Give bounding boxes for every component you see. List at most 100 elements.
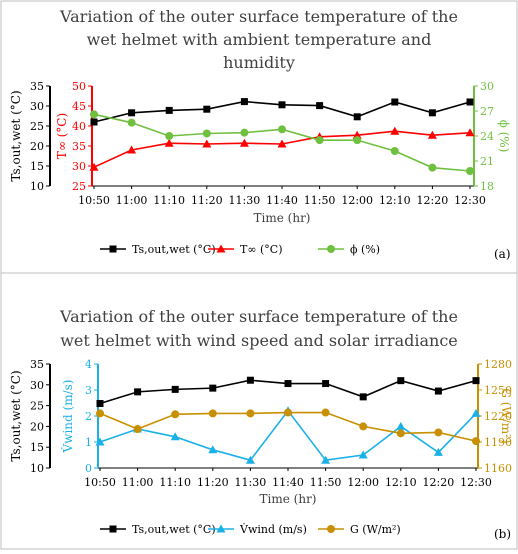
chart0-y-tick-label-0: 30	[30, 100, 44, 113]
chart0-y-tick-label-1: 50	[72, 80, 86, 93]
chart1-series-line-1	[99, 409, 477, 462]
chart0-x-tick-label: 10:50	[78, 194, 110, 207]
chart0-series-1-point	[202, 139, 212, 148]
chart0-x-tick-label: 12:20	[417, 194, 449, 207]
chart1-y-tick-label-1: 2	[85, 410, 92, 423]
chart0-series-2-point	[428, 163, 437, 172]
chart0-series-1-point	[239, 138, 249, 147]
chart1-title-line: Variation of the outer surface temperatu…	[59, 307, 458, 326]
chart1-series-1-point	[95, 437, 105, 446]
chart1-y-tick-label-0: 10	[30, 462, 44, 475]
chart1-series-0-point	[397, 377, 405, 385]
chart1-y-tick-label-2: 1250	[484, 384, 512, 397]
chart0-y-tick-label-1: 30	[72, 160, 86, 173]
chart0-y-tick-label-2: 27	[480, 105, 494, 118]
chart1-x-axis-label: Time (hr)	[260, 492, 317, 506]
chart1-series-2-point	[171, 410, 180, 419]
chart1-x-tick-label: 11:40	[272, 476, 304, 489]
chart0-x-tick-label: 11:40	[266, 194, 298, 207]
chart1-x-tick-label: 12:30	[460, 476, 492, 489]
chart1-series-2-point	[359, 422, 368, 431]
chart0-y-tick-label-0: 10	[30, 180, 44, 193]
chart1-series-1-point	[433, 447, 443, 456]
chart1-y-axis-label-0: Ts,out,wet (°C)	[9, 370, 23, 461]
chart0-series-0-point	[353, 113, 361, 121]
chart0-series-2-point	[127, 118, 136, 127]
chart1-x-tick-label: 12:00	[347, 476, 379, 489]
chart0-y-tick-label-0: 15	[30, 160, 44, 173]
chart0-series-0-point	[240, 98, 248, 106]
chart0-series-1-point	[127, 145, 137, 154]
chart1-legend-marker-1	[216, 524, 226, 533]
chart0-series-2-point	[315, 136, 324, 145]
chart0-y-tick-label-2: 24	[480, 130, 494, 143]
chart0-legend-marker-0	[109, 245, 117, 253]
chart1-x-tick-label: 11:20	[197, 476, 229, 489]
chart0-y-tick-label-0: 35	[30, 80, 44, 93]
chart1-panel-label: (b)	[494, 527, 511, 541]
chart1-series-1-point	[358, 450, 368, 459]
chart1-series-0-point	[96, 400, 104, 408]
chart0-x-tick-label: 11:30	[229, 194, 261, 207]
chart0-title-line: wet helmet with ambient temperature and	[87, 30, 432, 49]
chart1-y-tick-label-1: 0	[85, 462, 92, 475]
chart1-y-tick-label-1: 1	[85, 436, 92, 449]
chart0-y-tick-label-0: 20	[30, 140, 44, 153]
chart1-x-tick-label: 11:00	[122, 476, 154, 489]
chart0-legend-marker-2	[327, 245, 335, 253]
chart0-series-1-point	[465, 128, 475, 137]
chart1-legend-marker-2	[327, 525, 335, 533]
chart0-y-tick-label-2: 18	[480, 180, 494, 193]
chart0-series-0-point	[90, 118, 98, 126]
chart0-series-0-point	[278, 101, 286, 109]
chart0-x-tick-label: 12:10	[379, 194, 411, 207]
chart1-series-2-point	[396, 429, 405, 438]
chart0-x-tick-label: 12:30	[454, 194, 486, 207]
chart1-x-tick-label: 11:10	[159, 476, 191, 489]
chart1-y-tick-label-0: 35	[30, 358, 44, 371]
chart1-series-0-point	[322, 380, 330, 388]
chart0-legend-label-0: Ts,out,wet (°C)	[132, 243, 216, 256]
chart0-y-tick-label-1: 35	[72, 140, 86, 153]
chart1-series-2-point	[208, 409, 217, 418]
chart1-legend-label-0: Ts,out,wet (°C)	[132, 523, 216, 536]
chart1-y-tick-label-1: 4	[85, 358, 92, 371]
chart0-series-2-point	[240, 128, 249, 137]
chart0-series-2-point	[353, 136, 362, 145]
chart0-y-axis-label-1: T∞ (°C)	[55, 113, 69, 159]
chart0-legend-marker-1	[216, 244, 226, 253]
chart1-series-2-point	[284, 408, 292, 417]
chart0-series-1-point	[352, 130, 362, 139]
chart1-legend-label-2: G (W/m²)	[350, 523, 401, 536]
chart1-series-0-point	[284, 380, 292, 388]
chart0-series-1-point	[390, 126, 400, 135]
chart1-series-0-point	[171, 385, 179, 393]
chart0-x-tick-label: 11:20	[191, 194, 223, 207]
chart1-series-1-point	[170, 432, 180, 441]
chart0-series-2-point	[165, 132, 174, 140]
chart0-series-1-point	[164, 138, 174, 147]
chart1-series-1-point	[471, 408, 481, 417]
chart0-series-0-point	[428, 109, 436, 117]
chart0-y-axis-label-0: Ts,out,wet (°C)	[9, 90, 23, 181]
chart0-y-axis-label-2: ϕ (%)	[497, 120, 511, 153]
chart1-x-tick-label: 11:30	[235, 476, 267, 489]
chart1-series-0-point	[472, 377, 480, 385]
chart0-y-tick-label-0: 25	[30, 120, 44, 133]
chart1-y-tick-label-2: 1220	[484, 410, 512, 423]
chart1-series-2-point	[96, 409, 104, 418]
chart1-series-2-point	[434, 428, 443, 437]
chart0-x-tick-label: 11:10	[153, 194, 185, 207]
chart0-series-0-point	[203, 105, 211, 113]
chart1-series-0-point	[359, 393, 367, 401]
chart1-series-1-point	[245, 455, 255, 464]
chart0-legend-label-2: ϕ (%)	[350, 243, 380, 256]
chart0-series-2-point	[390, 147, 399, 155]
chart1-x-tick-label: 12:10	[385, 476, 417, 489]
chart0-x-axis-label: Time (hr)	[254, 211, 311, 225]
chart1-legend-label-1: V̇wind (m/s)	[239, 523, 307, 536]
chart0-x-tick-label: 12:00	[341, 194, 373, 207]
chart1-series-1-point	[396, 421, 406, 430]
